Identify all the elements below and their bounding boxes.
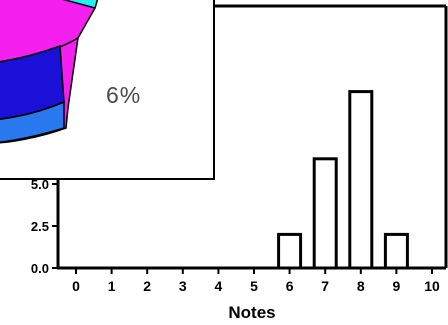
x-tick-label: 1 xyxy=(108,278,116,294)
x-axis-title: Notes xyxy=(228,303,275,322)
pie-percent-label: 6% xyxy=(106,82,142,108)
pie-chart-popup: 6% xyxy=(0,0,215,180)
histogram-bar xyxy=(312,157,338,270)
x-tick-label: 0 xyxy=(72,278,80,294)
pie-side-blue xyxy=(0,100,65,143)
histogram-bar xyxy=(383,232,409,270)
y-tick-label: 5.0 xyxy=(31,177,49,192)
y-tick-label: 2.5 xyxy=(31,219,49,234)
x-tick-label: 10 xyxy=(424,278,440,294)
y-tick-label: 0.0 xyxy=(31,261,49,276)
x-tick-label: 6 xyxy=(286,278,294,294)
histogram-bar xyxy=(348,90,374,270)
x-tick-label: 9 xyxy=(393,278,401,294)
x-tick-label: 2 xyxy=(143,278,151,294)
axes-layer: 0.0 2.5 5.0 0 1 2 3 4 5 6 7 8 9 10 xyxy=(31,4,448,294)
x-tick-label: 7 xyxy=(321,278,329,294)
x-tick-label: 8 xyxy=(357,278,365,294)
pie-chart xyxy=(0,0,99,144)
x-tick-label: 5 xyxy=(250,278,258,294)
x-tick-label: 4 xyxy=(215,278,223,294)
bars-layer xyxy=(277,90,409,270)
histogram-bar xyxy=(277,232,303,270)
x-tick-label: 3 xyxy=(179,278,187,294)
